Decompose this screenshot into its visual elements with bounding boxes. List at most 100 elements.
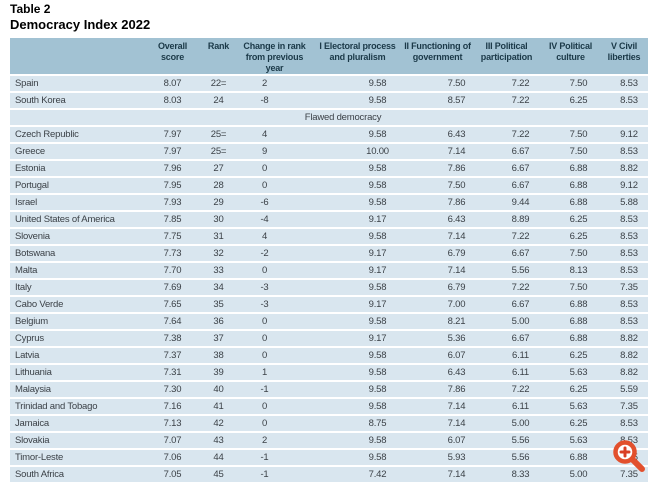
value-cell: 0	[237, 178, 312, 195]
value-cell: 9.58	[312, 314, 403, 331]
column-header: V Civil liberties	[600, 38, 648, 76]
value-cell: 6.88	[541, 331, 600, 348]
table-row: South Africa 7.05 45 -1 7.42 7.14 8.33 5.00 7.35	[10, 467, 648, 484]
value-cell: 6.67	[472, 161, 541, 178]
country-cell: Slovenia	[10, 229, 145, 246]
value-cell: 5.00	[472, 314, 541, 331]
value-cell: 7.86	[403, 382, 472, 399]
value-cell: 5.00	[541, 467, 600, 484]
table-row: Latvia 7.37 38 0 9.58 6.07 6.11 6.25 8.82	[10, 348, 648, 365]
value-cell: 5.63	[541, 365, 600, 382]
value-cell: 9.58	[312, 178, 403, 195]
value-cell: 6.43	[403, 365, 472, 382]
value-cell: 10.00	[312, 144, 403, 161]
table-title: Table 2 Democracy Index 2022	[10, 2, 150, 33]
value-cell: 6.88	[541, 161, 600, 178]
value-cell: 7.05	[145, 467, 200, 484]
country-cell: South Korea	[10, 93, 145, 110]
value-cell: 6.07	[403, 433, 472, 450]
country-cell: Jamaica	[10, 416, 145, 433]
value-cell: 6.25	[541, 212, 600, 229]
value-cell: 9.58	[312, 348, 403, 365]
value-cell: 9.58	[312, 382, 403, 399]
value-cell: 6.25	[541, 416, 600, 433]
value-cell: 7.85	[145, 212, 200, 229]
value-cell: 6.79	[403, 280, 472, 297]
value-cell: 7.93	[145, 195, 200, 212]
country-cell: Portugal	[10, 178, 145, 195]
value-cell: 9.58	[312, 433, 403, 450]
value-cell: 8.53	[600, 297, 648, 314]
country-cell: Cabo Verde	[10, 297, 145, 314]
table-row: Spain 8.07 22= 2 9.58 7.50 7.22 7.50 8.53	[10, 76, 648, 93]
value-cell: 43	[200, 433, 237, 450]
table-row: Botswana 7.73 32 -2 9.17 6.79 6.67 7.50 8.53	[10, 246, 648, 263]
table-row: Trinidad and Tobago 7.16 41 0 9.58 7.14 6.11 5.…	[10, 399, 648, 416]
country-cell: Spain	[10, 76, 145, 93]
value-cell: 5.93	[403, 450, 472, 467]
value-cell: 7.75	[145, 229, 200, 246]
value-cell: 45	[200, 467, 237, 484]
value-cell: 8.53	[600, 416, 648, 433]
section-row-label: Flawed democracy	[10, 110, 648, 127]
value-cell: 6.25	[541, 348, 600, 365]
table-row: Slovenia 7.75 31 4 9.58 7.14 7.22 6.25 8.53	[10, 229, 648, 246]
value-cell: 25=	[200, 144, 237, 161]
value-cell: 9.12	[600, 178, 648, 195]
value-cell: 7.22	[472, 280, 541, 297]
value-cell: 7.14	[403, 399, 472, 416]
value-cell: -3	[237, 280, 312, 297]
value-cell: 6.88	[541, 195, 600, 212]
country-cell: Israel	[10, 195, 145, 212]
value-cell: 5.56	[472, 433, 541, 450]
country-cell: Cyprus	[10, 331, 145, 348]
table-row: Italy 7.69 34 -3 9.58 6.79 7.22 7.50 7.35	[10, 280, 648, 297]
column-header: Rank	[200, 38, 237, 76]
value-cell: 9.17	[312, 331, 403, 348]
table-row: South Korea 8.03 24 -8 9.58 8.57 7.22 6.25 8.53	[10, 93, 648, 110]
value-cell: 9.58	[312, 280, 403, 297]
value-cell: 9.17	[312, 297, 403, 314]
value-cell: 6.11	[472, 365, 541, 382]
table-row: Malaysia 7.30 40 -1 9.58 7.86 7.22 6.25 5.59	[10, 382, 648, 399]
value-cell: 6.11	[472, 348, 541, 365]
value-cell: -4	[237, 212, 312, 229]
value-cell: 8.53	[600, 144, 648, 161]
column-header: III Political participation	[472, 38, 541, 76]
value-cell: 7.35	[600, 280, 648, 297]
value-cell: 7.13	[145, 416, 200, 433]
value-cell: 7.50	[541, 246, 600, 263]
section-row: Flawed democracy	[10, 110, 648, 127]
value-cell: 2	[237, 433, 312, 450]
value-cell: 42	[200, 416, 237, 433]
value-cell: 0	[237, 161, 312, 178]
table-row: Portugal 7.95 28 0 9.58 7.50 6.67 6.88 9.12	[10, 178, 648, 195]
value-cell: 7.14	[403, 229, 472, 246]
value-cell: 29	[200, 195, 237, 212]
value-cell: 27	[200, 161, 237, 178]
country-cell: Italy	[10, 280, 145, 297]
column-header: II Functioning of government	[403, 38, 472, 76]
value-cell: 9	[237, 144, 312, 161]
value-cell: 1	[237, 365, 312, 382]
value-cell: 6.88	[541, 450, 600, 467]
value-cell: 8.53	[600, 263, 648, 280]
country-cell: Estonia	[10, 161, 145, 178]
value-cell: 9.58	[312, 195, 403, 212]
value-cell: 44	[200, 450, 237, 467]
value-cell: 8.89	[472, 212, 541, 229]
value-cell: 31	[200, 229, 237, 246]
value-cell: 7.06	[145, 450, 200, 467]
value-cell: 6.43	[403, 212, 472, 229]
table-row: Cyprus 7.38 37 0 9.17 5.36 6.67 6.88 8.82	[10, 331, 648, 348]
value-cell: 32	[200, 246, 237, 263]
zoom-in-icon[interactable]	[611, 439, 648, 474]
value-cell: 5.00	[472, 416, 541, 433]
value-cell: 5.36	[403, 331, 472, 348]
table-row: United States of America 7.85 30 -4 9.17 6.43…	[10, 212, 648, 229]
value-cell: 9.44	[472, 195, 541, 212]
value-cell: 5.59	[600, 382, 648, 399]
value-cell: 7.64	[145, 314, 200, 331]
value-cell: 9.58	[312, 161, 403, 178]
